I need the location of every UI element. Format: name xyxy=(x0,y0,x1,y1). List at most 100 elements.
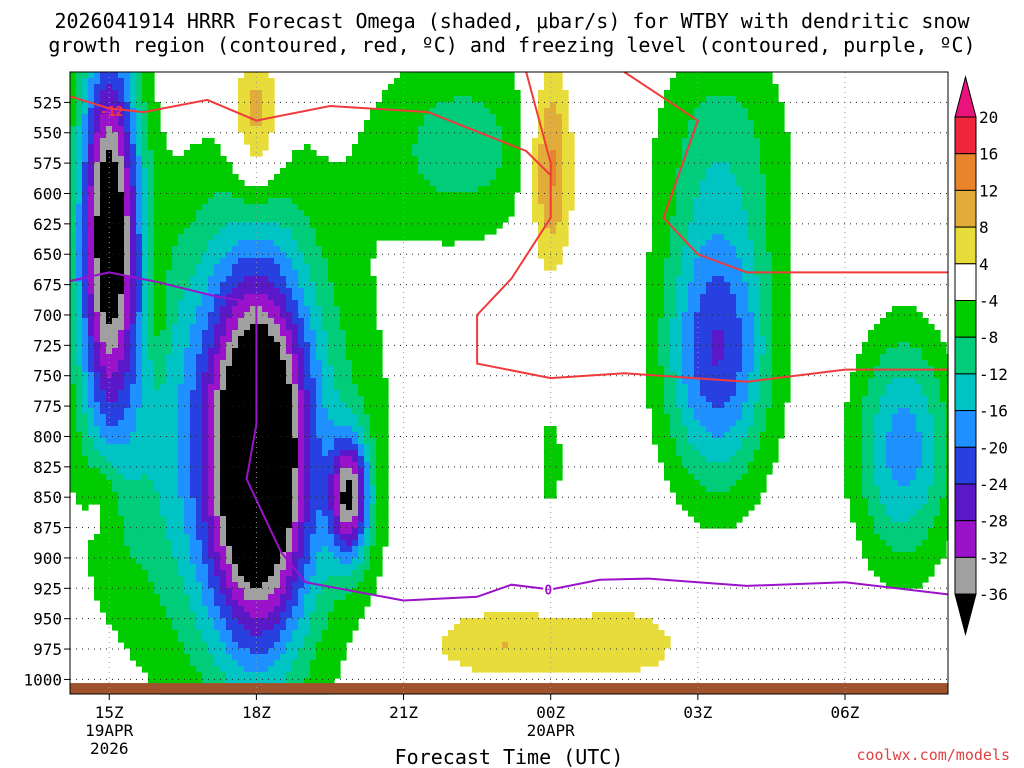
omega-cell xyxy=(376,474,383,481)
omega-cell xyxy=(346,348,353,355)
omega-cell xyxy=(430,132,437,139)
omega-cell xyxy=(256,342,263,349)
omega-cell xyxy=(322,246,329,253)
omega-cell xyxy=(184,312,191,319)
omega-cell xyxy=(340,318,347,325)
omega-cell xyxy=(292,228,299,235)
omega-cell xyxy=(70,408,77,415)
omega-cell xyxy=(352,252,359,259)
omega-cell xyxy=(232,624,239,631)
omega-cell xyxy=(100,360,107,367)
omega-cell xyxy=(262,372,269,379)
omega-cell xyxy=(262,300,269,307)
omega-cell xyxy=(334,414,341,421)
omega-cell xyxy=(124,114,131,121)
omega-cell xyxy=(304,204,311,211)
omega-cell xyxy=(304,210,311,217)
omega-cell xyxy=(88,390,95,397)
omega-cell xyxy=(358,312,365,319)
omega-cell xyxy=(214,666,221,673)
omega-cell xyxy=(304,360,311,367)
omega-cell xyxy=(388,168,395,175)
omega-cell xyxy=(286,498,293,505)
omega-cell xyxy=(334,198,341,205)
omega-cell xyxy=(304,564,311,571)
omega-cell xyxy=(352,498,359,505)
omega-cell xyxy=(82,240,89,247)
omega-cell xyxy=(136,462,143,469)
omega-cell xyxy=(298,486,305,493)
omega-cell xyxy=(256,192,263,199)
omega-cell xyxy=(106,192,113,199)
omega-cell xyxy=(112,72,119,79)
omega-cell xyxy=(334,618,341,625)
omega-cell xyxy=(202,588,209,595)
omega-cell xyxy=(160,480,167,487)
omega-cell xyxy=(280,192,287,199)
omega-cell xyxy=(82,216,89,223)
omega-cell xyxy=(142,228,149,235)
omega-cell xyxy=(250,324,257,331)
omega-cell xyxy=(214,564,221,571)
omega-cell xyxy=(274,582,281,589)
omega-cell xyxy=(202,336,209,343)
omega-cell xyxy=(136,342,143,349)
omega-cell xyxy=(202,186,209,193)
omega-cell xyxy=(298,570,305,577)
omega-cell xyxy=(136,114,143,121)
omega-cell xyxy=(160,198,167,205)
omega-cell xyxy=(268,318,275,325)
omega-cell xyxy=(310,234,317,241)
omega-cell xyxy=(364,204,371,211)
omega-cell xyxy=(286,234,293,241)
omega-cell xyxy=(220,270,227,277)
omega-cell xyxy=(136,540,143,547)
omega-cell xyxy=(376,216,383,223)
omega-cell xyxy=(238,210,245,217)
omega-cell xyxy=(430,120,437,127)
omega-cell xyxy=(316,504,323,511)
omega-cell xyxy=(322,456,329,463)
omega-cell xyxy=(154,426,161,433)
omega-cell xyxy=(118,258,125,265)
omega-cell xyxy=(148,162,155,169)
omega-cell xyxy=(286,438,293,445)
omega-cell xyxy=(442,138,449,145)
omega-cell xyxy=(358,546,365,553)
omega-cell xyxy=(304,480,311,487)
omega-cell xyxy=(250,636,257,643)
omega-cell xyxy=(124,546,131,553)
omega-cell xyxy=(178,342,185,349)
omega-cell xyxy=(286,678,293,685)
omega-cell xyxy=(310,612,317,619)
omega-cell xyxy=(412,174,419,181)
omega-cell xyxy=(190,270,197,277)
omega-cell xyxy=(400,216,407,223)
omega-cell xyxy=(160,540,167,547)
omega-cell xyxy=(178,606,185,613)
omega-cell xyxy=(238,576,245,583)
omega-cell xyxy=(316,660,323,667)
omega-cell xyxy=(448,72,455,79)
omega-cell xyxy=(226,276,233,283)
omega-cell xyxy=(244,582,251,589)
omega-cell xyxy=(118,468,125,475)
omega-cell xyxy=(190,396,197,403)
omega-cell xyxy=(376,432,383,439)
omega-cell xyxy=(178,192,185,199)
omega-cell xyxy=(160,594,167,601)
omega-cell xyxy=(124,120,131,127)
omega-cell xyxy=(256,228,263,235)
omega-cell xyxy=(238,390,245,397)
omega-cell xyxy=(256,432,263,439)
omega-cell xyxy=(448,126,455,133)
omega-cell xyxy=(88,432,95,439)
omega-cell xyxy=(160,612,167,619)
omega-cell xyxy=(154,258,161,265)
omega-cell xyxy=(316,294,323,301)
omega-cell xyxy=(142,126,149,133)
omega-cell xyxy=(298,210,305,217)
omega-cell xyxy=(292,468,299,475)
omega-cell xyxy=(166,174,173,181)
